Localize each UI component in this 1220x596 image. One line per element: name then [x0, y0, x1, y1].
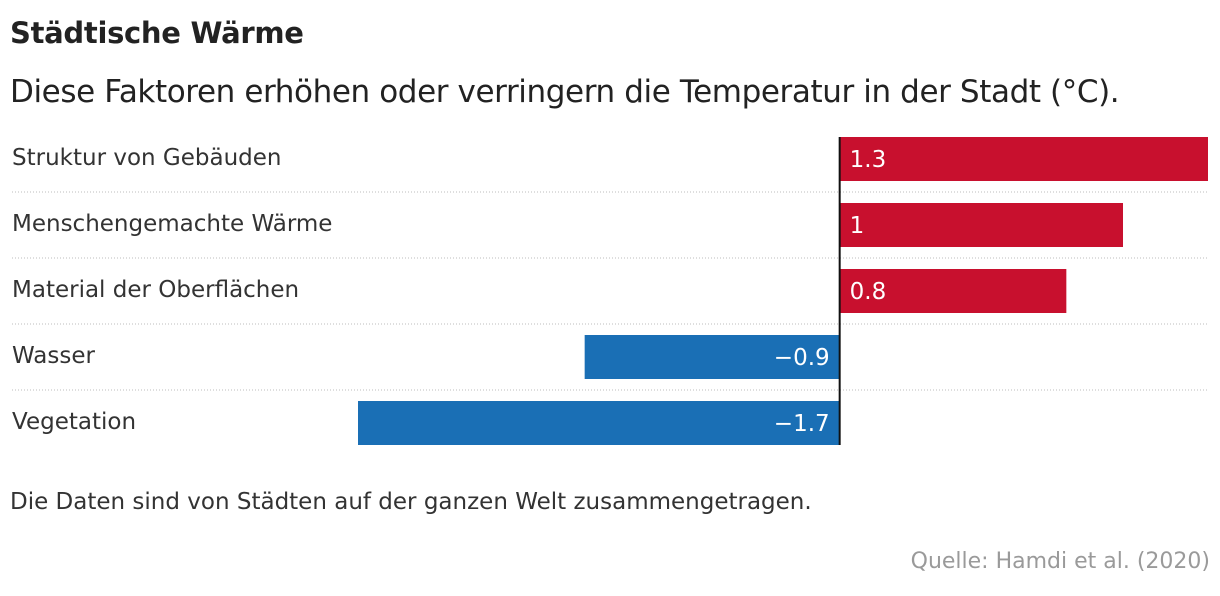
chart-title: Städtische Wärme: [10, 16, 304, 50]
category-label: Vegetation: [12, 409, 136, 435]
bar-negative: [584, 335, 840, 379]
chart-rows: Struktur von Gebäuden Menschengemachte Wä…: [12, 145, 1208, 435]
bar-negative: [358, 401, 840, 445]
bar-value-label: −0.9: [774, 345, 830, 371]
category-label: Material der Oberflächen: [12, 277, 299, 303]
bar-value-label: −1.7: [774, 411, 830, 437]
chart-subtitle: Diese Faktoren erhöhen oder verringern d…: [10, 74, 1120, 110]
bar-value-label: 1.3: [850, 147, 887, 173]
category-label: Struktur von Gebäuden: [12, 145, 281, 171]
bar-value-label: 1: [850, 213, 865, 239]
bar-positive: [839, 269, 1067, 313]
chart-note: Die Daten sind von Städten auf der ganze…: [10, 489, 812, 515]
bar-chart: Struktur von Gebäuden Menschengemachte Wä…: [12, 137, 1208, 445]
bar-positive: [839, 203, 1123, 247]
category-label: Wasser: [12, 343, 95, 369]
chart-source: Quelle: Hamdi et al. (2020): [910, 549, 1210, 574]
bar-value-label: 0.8: [850, 279, 887, 305]
chart-bars: 1.3 1 0.8 −0.9 −1.7: [358, 137, 1208, 445]
category-label: Menschengemachte Wärme: [12, 211, 332, 237]
bar-positive: [839, 137, 1208, 181]
